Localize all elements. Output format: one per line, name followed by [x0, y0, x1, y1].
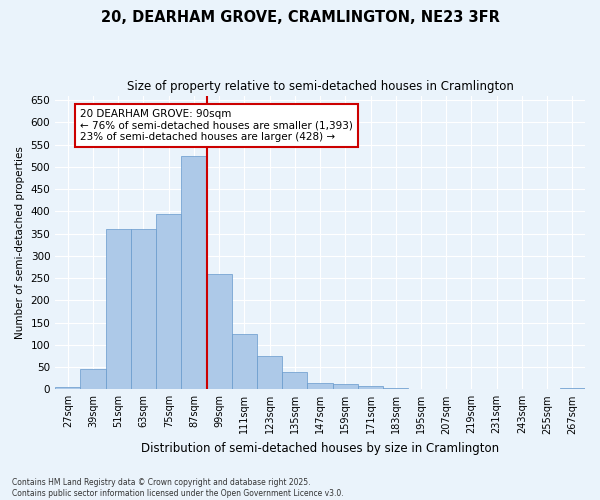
- X-axis label: Distribution of semi-detached houses by size in Cramlington: Distribution of semi-detached houses by …: [141, 442, 499, 455]
- Text: 20, DEARHAM GROVE, CRAMLINGTON, NE23 3FR: 20, DEARHAM GROVE, CRAMLINGTON, NE23 3FR: [101, 10, 499, 25]
- Bar: [383, 388, 409, 390]
- Text: 20 DEARHAM GROVE: 90sqm
← 76% of semi-detached houses are smaller (1,393)
23% of: 20 DEARHAM GROVE: 90sqm ← 76% of semi-de…: [80, 109, 353, 142]
- Bar: [232, 334, 257, 390]
- Bar: [131, 229, 156, 390]
- Text: Contains HM Land Registry data © Crown copyright and database right 2025.
Contai: Contains HM Land Registry data © Crown c…: [12, 478, 344, 498]
- Bar: [358, 386, 383, 390]
- Bar: [307, 382, 332, 390]
- Bar: [181, 156, 206, 390]
- Bar: [332, 384, 358, 390]
- Bar: [156, 214, 181, 390]
- Bar: [257, 356, 282, 390]
- Title: Size of property relative to semi-detached houses in Cramlington: Size of property relative to semi-detach…: [127, 80, 514, 93]
- Bar: [106, 229, 131, 390]
- Bar: [560, 388, 585, 390]
- Bar: [282, 372, 307, 390]
- Bar: [80, 370, 106, 390]
- Bar: [55, 387, 80, 390]
- Bar: [206, 274, 232, 390]
- Y-axis label: Number of semi-detached properties: Number of semi-detached properties: [15, 146, 25, 339]
